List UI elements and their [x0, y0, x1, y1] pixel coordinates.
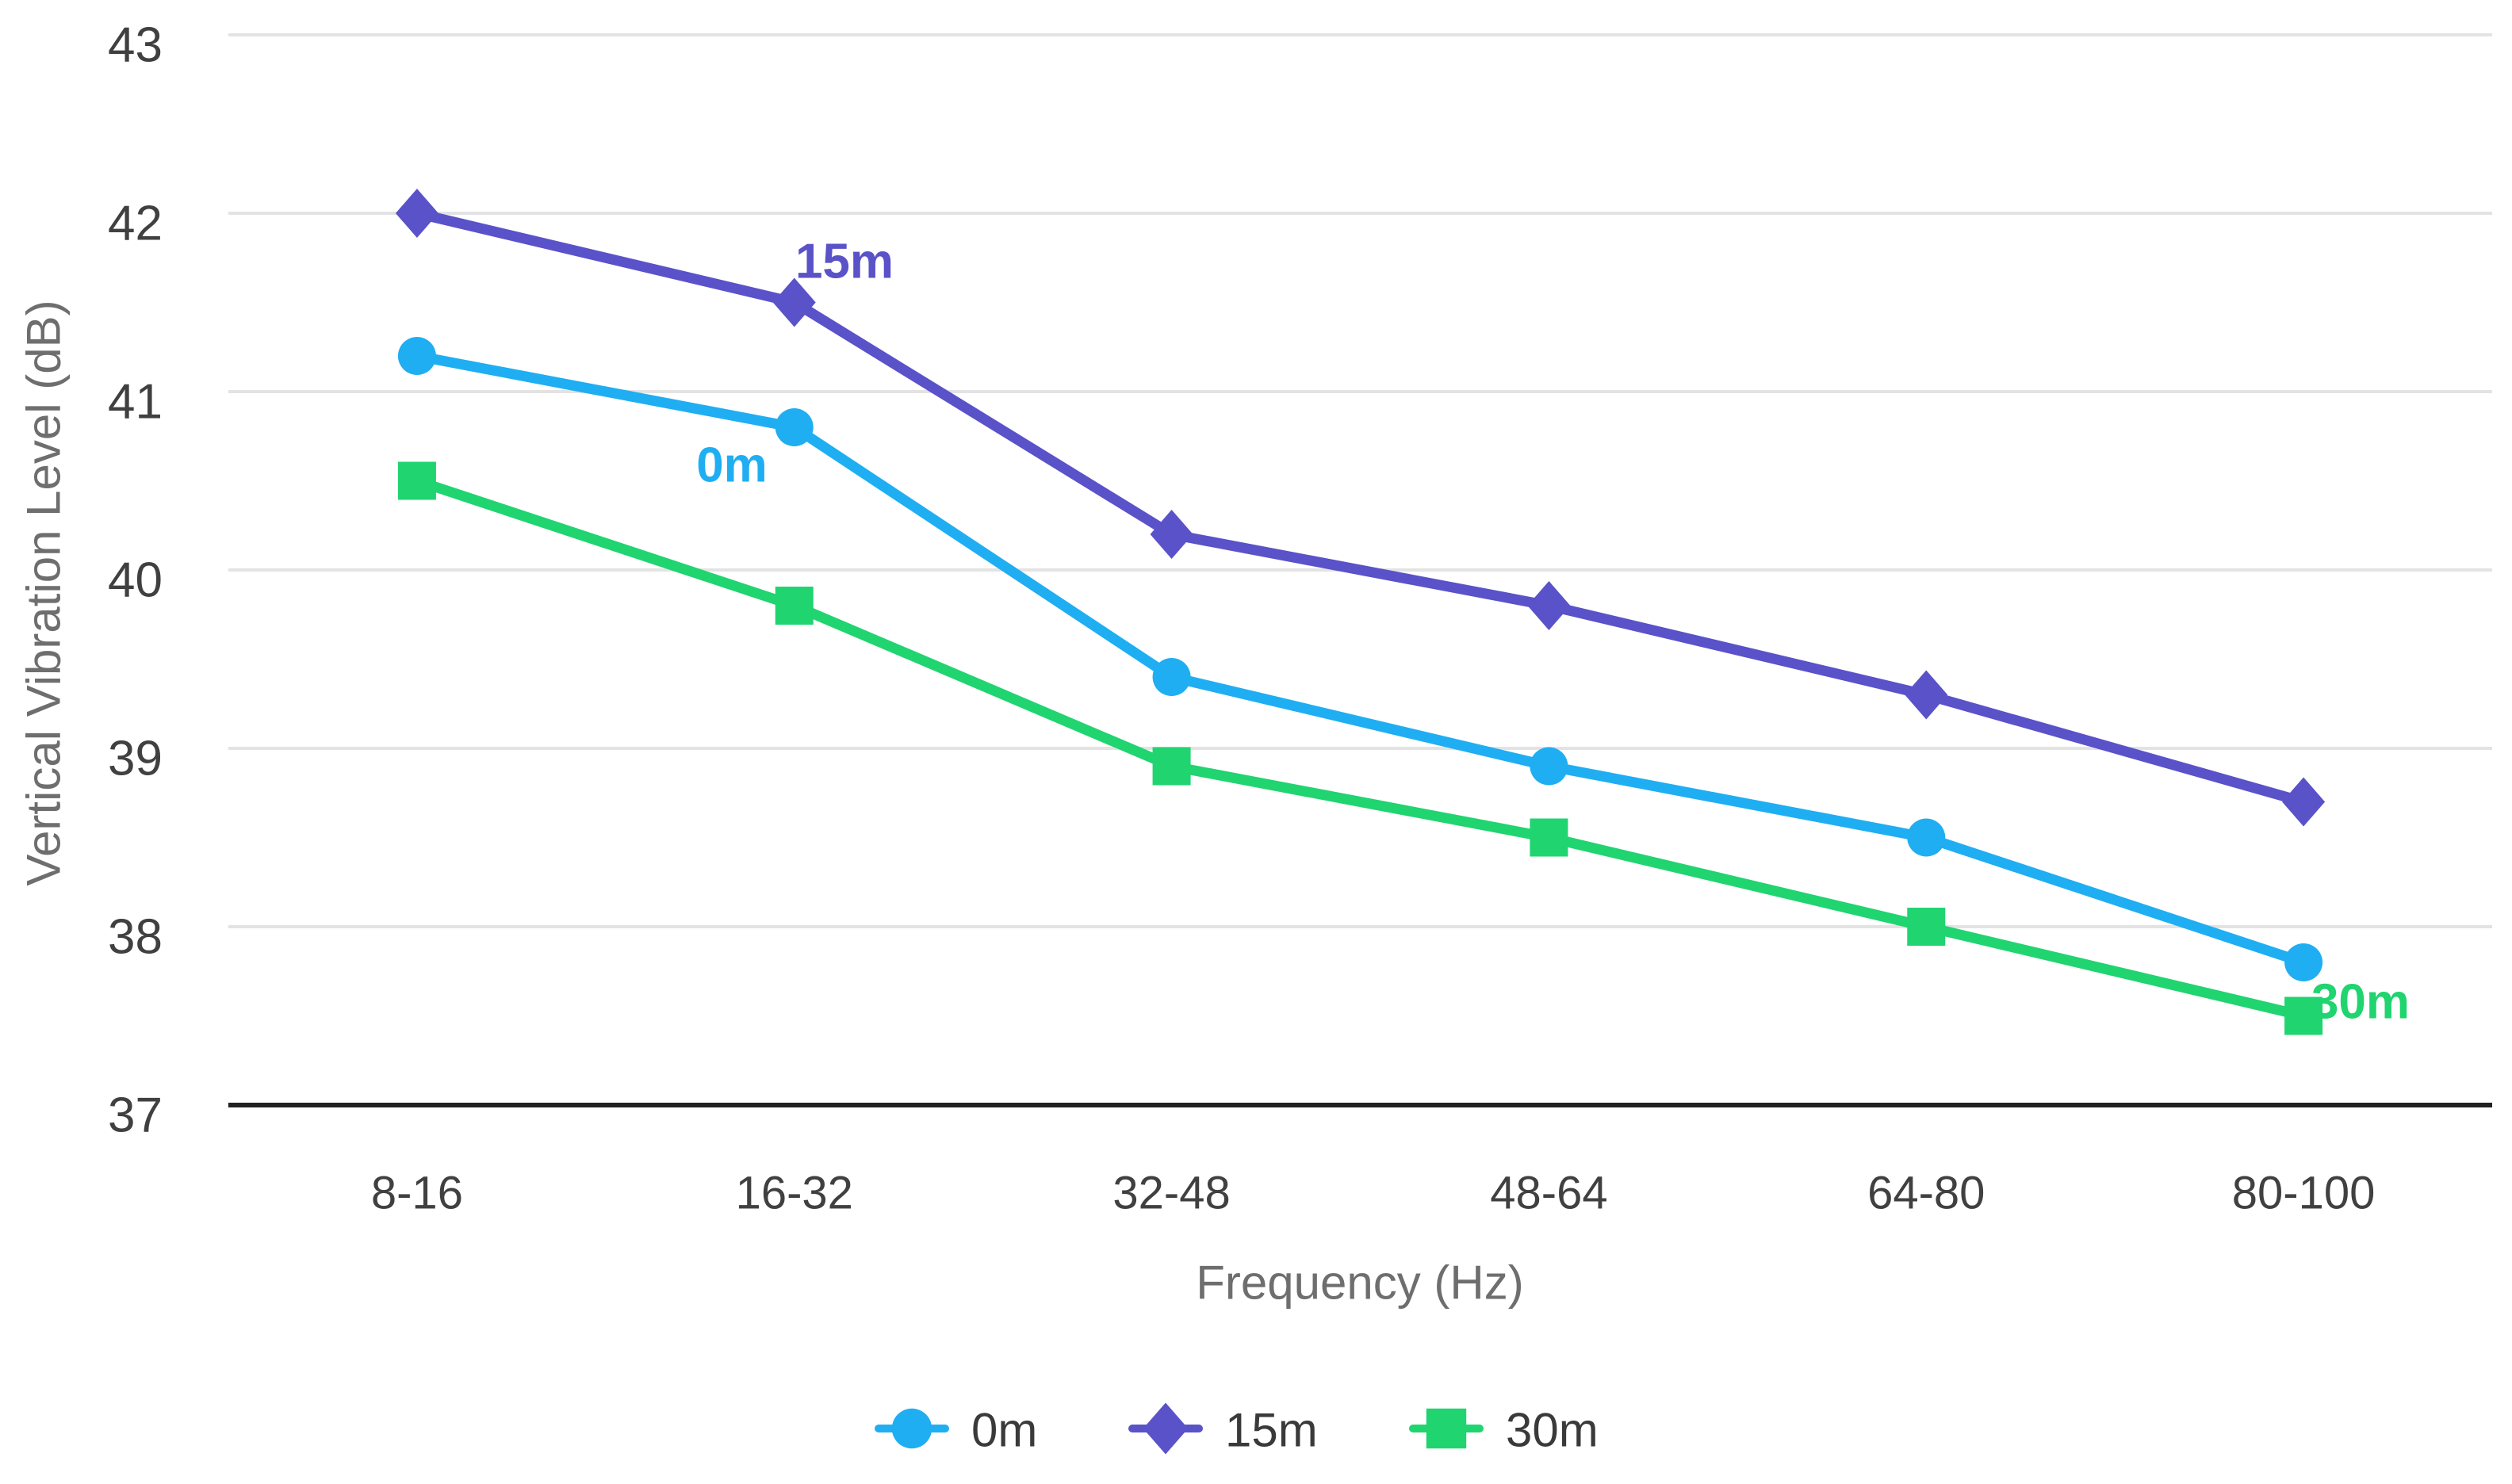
x-axis-title: Frequency (Hz) [1196, 1256, 1523, 1310]
x-axis-tick-labels: 8-16 16-32 32-48 48-64 64-80 80-100 [371, 1168, 2376, 1219]
series-lines [395, 189, 2326, 1035]
data-point-marker-0m [1530, 747, 1568, 786]
y-tick-label: 39 [108, 732, 163, 786]
x-tick-label: 48-64 [1490, 1168, 1607, 1219]
legend-label-15m: 15m [1225, 1404, 1318, 1457]
series-15m [395, 189, 2326, 827]
data-point-marker-15m [772, 277, 816, 327]
legend: 0m 15m 30m [875, 1402, 1599, 1457]
data-point-marker-15m [395, 189, 438, 238]
y-tick-label: 41 [108, 375, 163, 430]
series-label-0m: 0m [696, 438, 768, 493]
legend-item-30m[interactable]: 30m [1409, 1404, 1599, 1457]
data-point-marker-30m [2284, 996, 2323, 1035]
legend-label-30m: 30m [1506, 1404, 1599, 1457]
legend-label-0m: 0m [971, 1404, 1037, 1457]
legend-marker-30m [1426, 1408, 1467, 1449]
data-point-marker-0m [397, 337, 436, 375]
y-axis-tick-labels: 37 38 39 40 41 42 43 [108, 18, 163, 1143]
data-point-marker-0m [1152, 658, 1191, 696]
x-tick-label: 80-100 [2232, 1168, 2376, 1219]
series-line-0m [412, 350, 2309, 968]
data-point-marker-0m [2284, 943, 2323, 981]
data-point-marker-15m [1905, 670, 1948, 720]
data-point-marker-30m [1530, 818, 1568, 857]
y-tick-label: 43 [108, 18, 163, 73]
x-tick-label: 32-48 [1112, 1168, 1230, 1219]
data-point-marker-30m [775, 587, 814, 625]
y-tick-label: 37 [108, 1088, 163, 1143]
legend-item-0m[interactable]: 0m [875, 1404, 1037, 1457]
data-point-marker-30m [1152, 747, 1191, 786]
y-axis-title: Vertical Vibration Level (dB) [17, 300, 71, 885]
y-tick-label: 42 [108, 197, 163, 251]
series-30m [397, 461, 2323, 1035]
legend-item-15m[interactable]: 15m [1128, 1402, 1318, 1457]
series-0m [397, 337, 2323, 981]
series-line-15m [412, 208, 2309, 807]
data-point-marker-0m [1907, 818, 1946, 857]
x-tick-label: 16-32 [736, 1168, 853, 1219]
data-point-marker-15m [1150, 510, 1193, 559]
data-point-marker-15m [2282, 777, 2326, 827]
series-label-30m: 30m [2311, 975, 2410, 1030]
series-line-30m [412, 476, 2309, 1021]
data-point-marker-30m [1907, 908, 1946, 946]
data-point-marker-30m [397, 461, 436, 500]
series-inline-labels: 0m 15m 30m [696, 235, 2410, 1030]
x-tick-label: 8-16 [371, 1168, 463, 1219]
y-tick-label: 38 [108, 910, 163, 965]
data-point-marker-15m [1527, 581, 1571, 630]
y-tick-label: 40 [108, 553, 163, 608]
series-label-15m: 15m [795, 235, 894, 289]
legend-marker-0m [891, 1408, 932, 1449]
data-point-marker-0m [775, 408, 814, 446]
x-tick-label: 64-80 [1867, 1168, 1985, 1219]
legend-marker-15m [1143, 1402, 1189, 1455]
